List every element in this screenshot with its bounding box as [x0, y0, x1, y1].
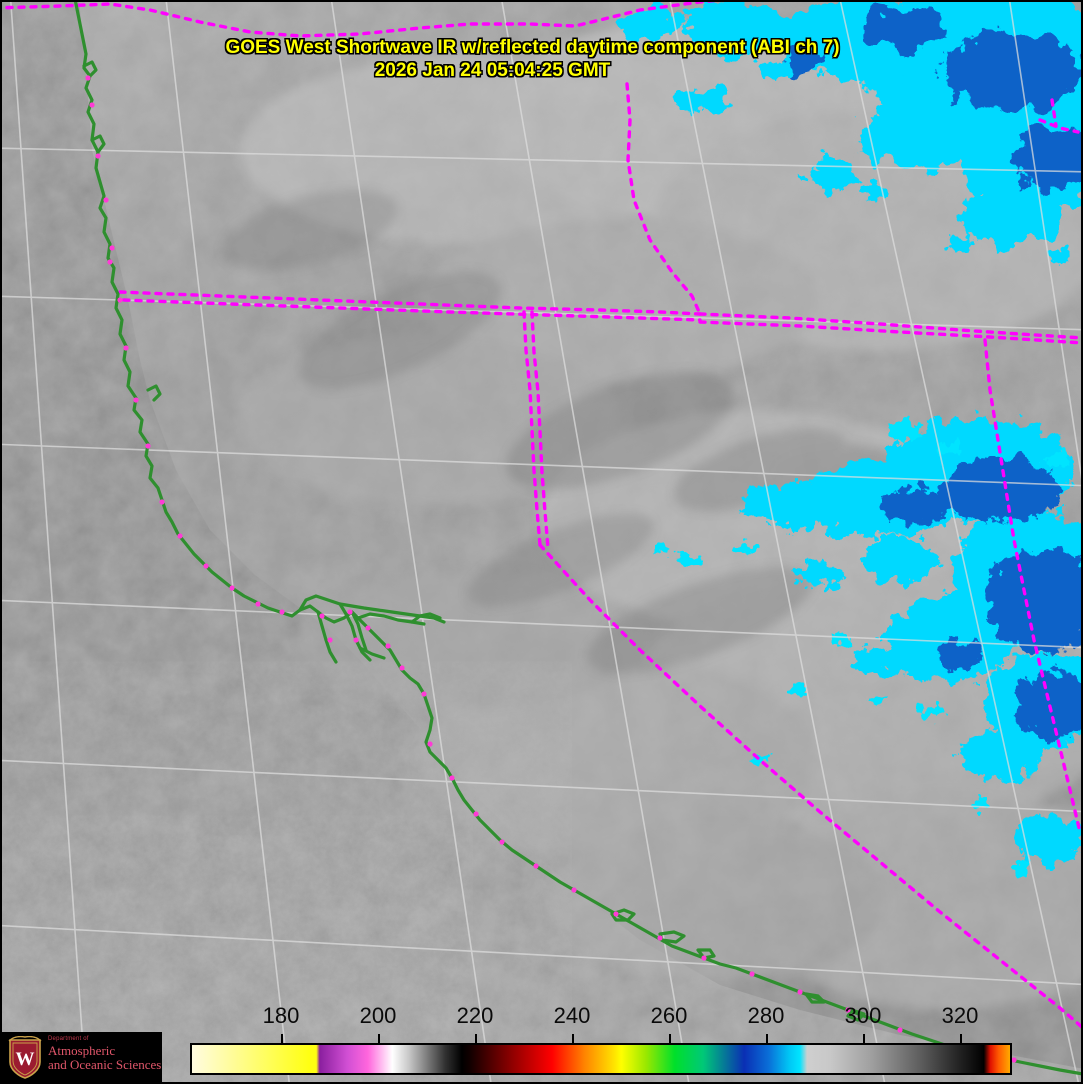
logo-name-line2: and Oceanic Sciences: [48, 1057, 162, 1072]
colorbar-tick-mark: [766, 1034, 768, 1044]
colorbar-tick-mark: [378, 1034, 380, 1044]
logo-text-block: Department of Atmospheric and Oceanic Sc…: [48, 1036, 161, 1071]
coastal-border-dots: [85, 75, 1017, 1063]
colorbar-tick-mark: [475, 1034, 477, 1044]
colorbar-tick-mark: [669, 1034, 671, 1044]
cloud-cluster-north: [616, 0, 1083, 245]
colorbar-tick-mark: [572, 1034, 574, 1044]
colorbar-tick-mark: [960, 1034, 962, 1044]
cloud-cluster-central: [740, 418, 1083, 864]
uw-crest-icon: W: [8, 1036, 42, 1079]
logo-name-line1: Atmospheric: [48, 1043, 116, 1058]
svg-text:W: W: [16, 1049, 35, 1070]
colorbar-tick-mark: [281, 1034, 283, 1044]
colorbar-tick-marks: [0, 1034, 1083, 1044]
logo-department-line: Department of: [48, 1036, 89, 1042]
state-borders: [0, 0, 1083, 1030]
temperature-colorbar: [190, 1043, 1012, 1075]
uw-aos-logo: W Department of Atmospheric and Oceanic …: [0, 1032, 162, 1084]
colorbar-tick-mark: [863, 1034, 865, 1044]
coastline: [73, 0, 1083, 1076]
